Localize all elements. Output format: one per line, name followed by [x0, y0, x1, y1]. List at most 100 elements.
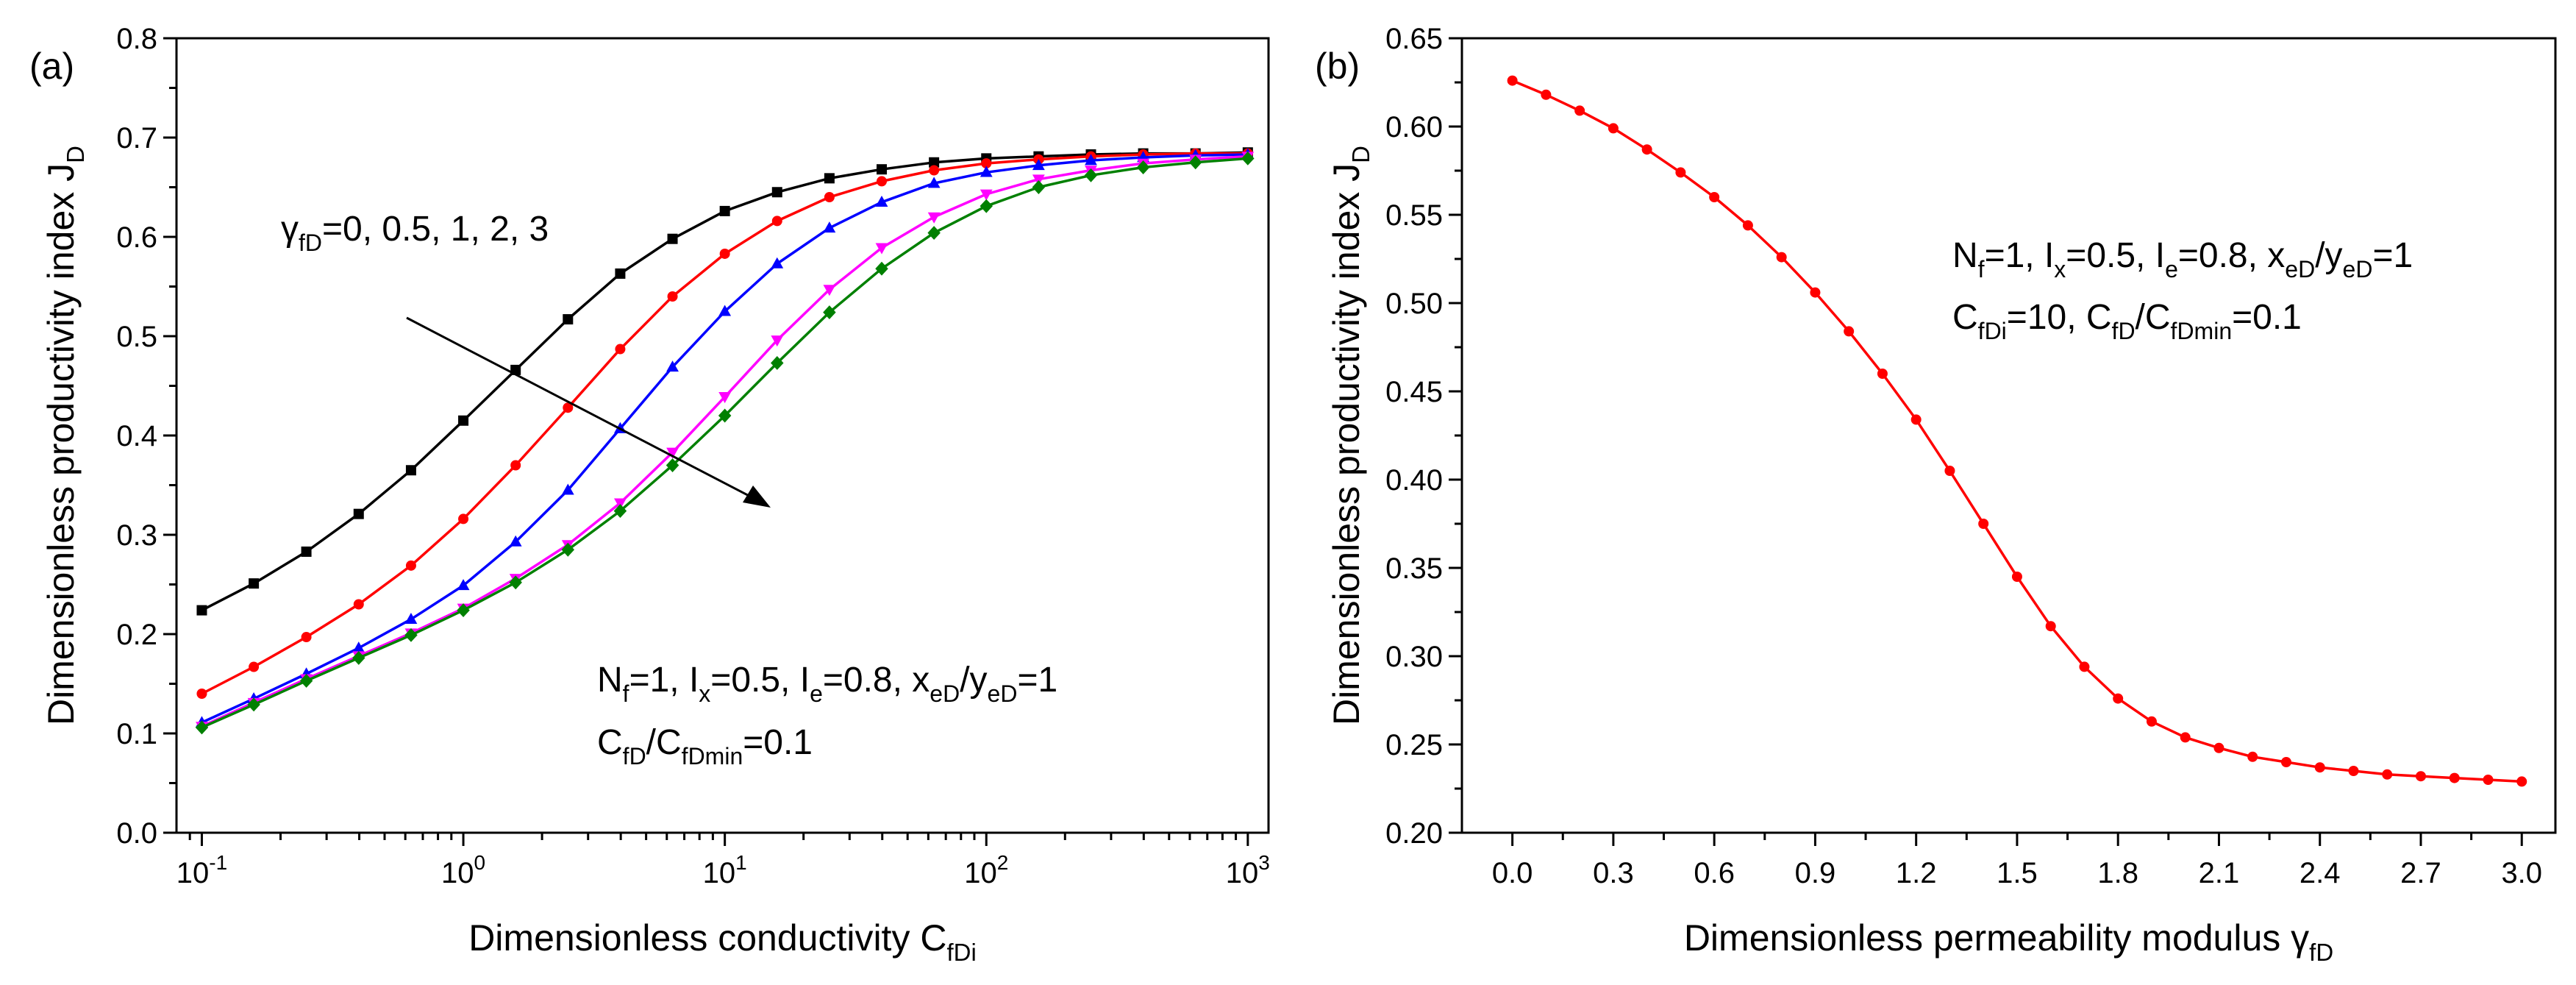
y-tick-label: 0.20: [1385, 817, 1443, 850]
data-point: [1032, 159, 1045, 171]
data-point: [980, 189, 993, 201]
data-point: [667, 233, 678, 244]
data-point: [771, 187, 782, 198]
data-point: [2449, 772, 2460, 783]
data-point: [614, 498, 627, 510]
series-line-0: [1511, 79, 2522, 783]
data-point: [1084, 168, 1098, 182]
data-point: [1241, 151, 1255, 166]
data-point: [1608, 123, 1619, 134]
x-tick-label: 2.1: [2199, 857, 2240, 889]
x-tick-label: 100: [441, 851, 485, 889]
data-point: [352, 650, 365, 665]
data-point: [404, 613, 418, 625]
y-tick-label: 0.7: [116, 122, 157, 154]
panel-a-chart: 0.0 0.1 0.2 0.3 0.4 0.5 0.6 0.7 0.8 10-1 100 101 102…: [29, 23, 1270, 966]
data-point: [509, 535, 522, 547]
data-point: [405, 560, 416, 571]
data-point: [771, 257, 784, 269]
x-tick-label: 2.7: [2400, 857, 2441, 889]
data-point: [666, 360, 679, 372]
data-point: [1944, 466, 1955, 476]
data-point: [877, 176, 888, 187]
data-point: [195, 720, 209, 735]
params-annotation-line2: CfD/CfDmin=0.1: [597, 723, 813, 769]
data-point: [2146, 716, 2157, 727]
data-point: [352, 641, 365, 653]
data-point: [613, 504, 627, 519]
y-tick-label: 0.35: [1385, 552, 1443, 585]
params-annotation-line1: Nf=1, Ix=0.5, Ie=0.8, xeD/yeD=1: [1952, 236, 2413, 282]
data-point: [980, 166, 993, 177]
data-point: [196, 605, 207, 616]
data-point: [2045, 621, 2056, 632]
data-point: [615, 268, 626, 279]
x-tick-label: 0.3: [1593, 857, 1634, 889]
y-tick-label: 0.60: [1385, 111, 1443, 143]
data-point: [1032, 180, 1046, 194]
data-point: [1574, 105, 1585, 116]
data-point: [666, 458, 679, 472]
data-point: [405, 465, 416, 476]
data-point: [877, 164, 888, 175]
data-point: [929, 165, 940, 176]
data-point: [353, 599, 364, 610]
data-point: [719, 205, 730, 216]
y-tick-label: 0.25: [1385, 729, 1443, 761]
data-point: [1978, 519, 1989, 529]
data-point: [875, 243, 888, 255]
data-point: [509, 575, 522, 590]
data-point: [1776, 252, 1787, 263]
data-point: [666, 447, 679, 459]
trend-arrow-line: [406, 316, 758, 502]
data-point: [824, 192, 835, 202]
data-point: [249, 578, 260, 589]
data-point: [2011, 572, 2022, 582]
panel-label: (b): [1315, 46, 1360, 87]
x-tick-label: 1.5: [1997, 857, 2038, 889]
data-point: [561, 542, 575, 557]
data-point: [2079, 661, 2090, 672]
data-point: [1541, 89, 1552, 100]
y-tick-label: 0.3: [116, 519, 157, 552]
x-tick-label: 2.4: [2300, 857, 2341, 889]
data-point: [247, 697, 260, 712]
x-tick-label: 0.0: [1492, 857, 1533, 889]
x-tick-label: 0.6: [1694, 857, 1735, 889]
data-point: [2113, 693, 2124, 704]
data-point: [1507, 75, 1518, 86]
y-tick-label: 0.6: [116, 221, 157, 254]
data-point: [1877, 369, 1888, 379]
data-point: [2415, 771, 2426, 782]
data-point: [510, 460, 521, 471]
arrow-icon: [743, 486, 771, 508]
y-tick-label: 0.55: [1385, 199, 1443, 232]
data-point: [457, 579, 470, 591]
data-point: [249, 661, 260, 672]
data-point: [2314, 762, 2325, 773]
y-tick-label: 0.2: [116, 619, 157, 651]
data-point: [2382, 769, 2393, 780]
data-point: [875, 261, 888, 276]
data-point: [2483, 775, 2494, 785]
data-point: [2280, 757, 2291, 767]
data-point: [561, 483, 574, 495]
data-point: [458, 513, 469, 524]
data-point: [823, 285, 836, 296]
data-point: [2180, 732, 2191, 743]
data-point: [719, 248, 730, 259]
data-point: [1136, 160, 1150, 174]
data-point: [1085, 154, 1097, 166]
data-point: [875, 196, 888, 207]
x-tick-label: 0.9: [1795, 857, 1836, 889]
data-point: [563, 314, 574, 325]
y-tick-label: 0.65: [1385, 23, 1443, 55]
params-annotation-line1: Nf=1, Ix=0.5, Ie=0.8, xeD/yeD=1: [597, 661, 1057, 707]
x-tick-label: 1.8: [2097, 857, 2138, 889]
x-axis-title: Dimensionless permeability modulus γfD: [1684, 917, 2333, 966]
data-point: [299, 674, 313, 688]
x-tick-label: 1.2: [1896, 857, 1937, 889]
y-axis-title: Dimensionless productivity index JD: [1326, 146, 1374, 725]
data-point: [771, 216, 782, 227]
